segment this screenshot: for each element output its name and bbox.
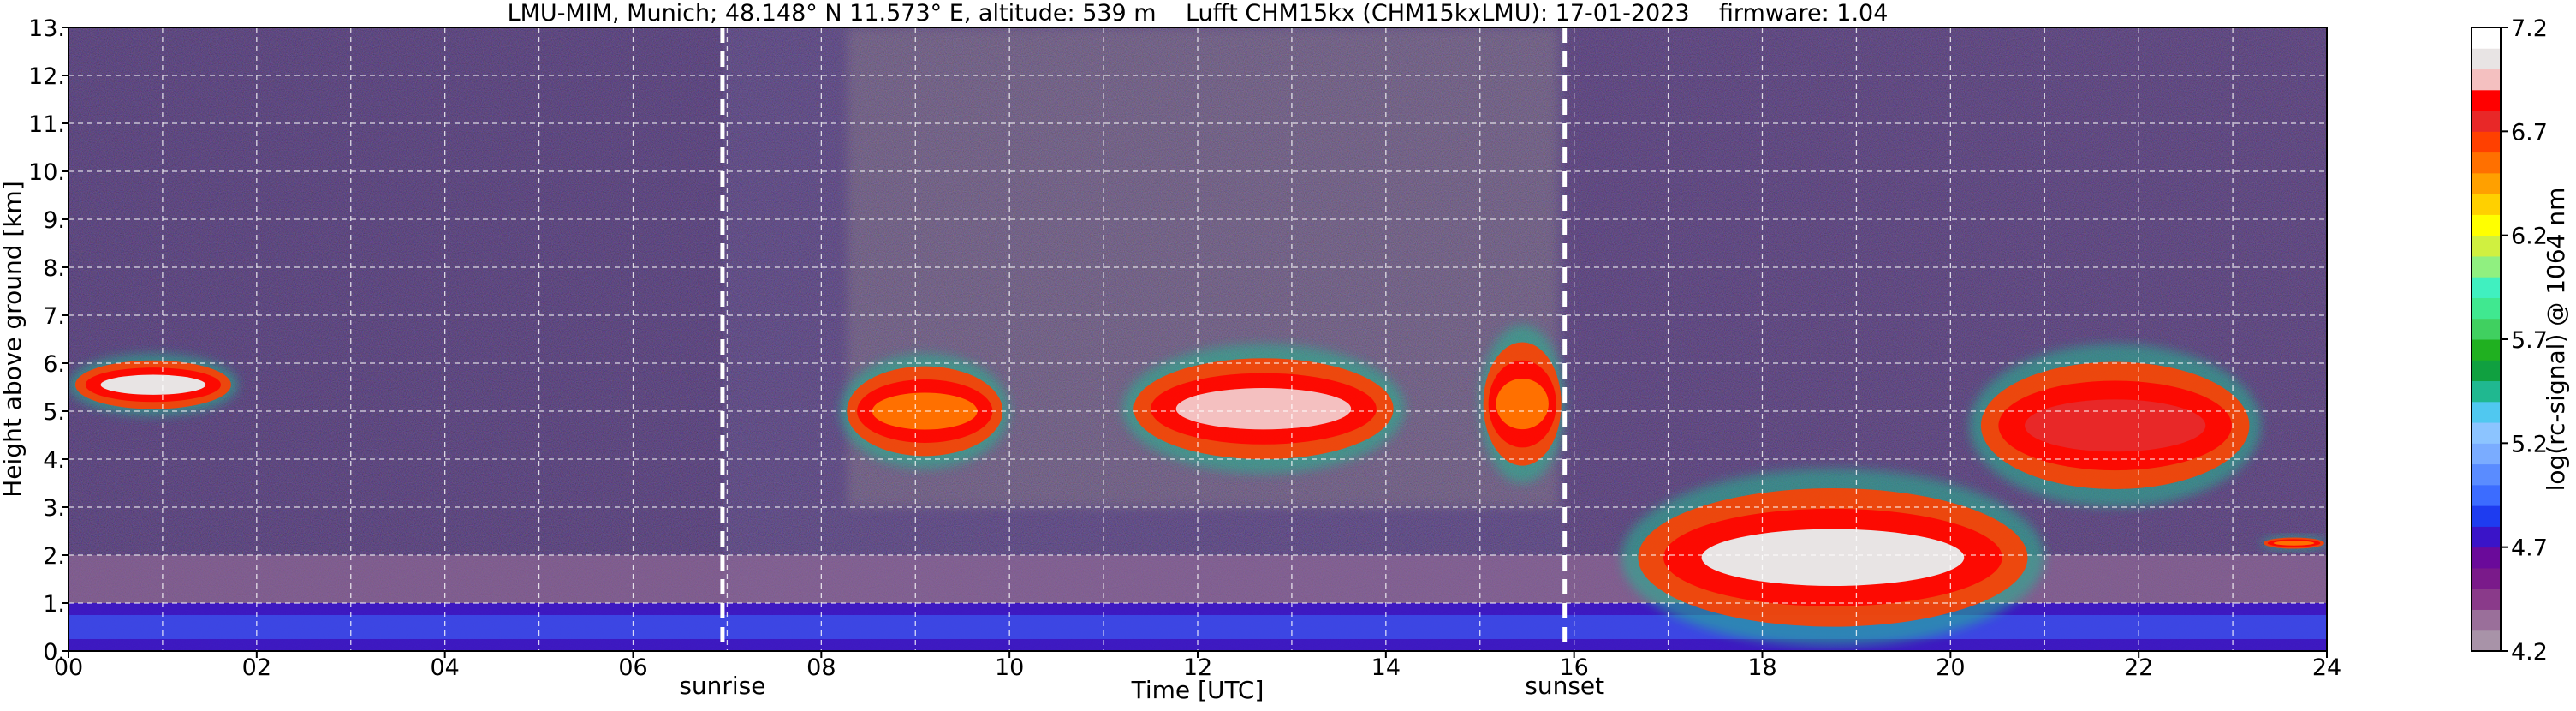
colorbar-segment bbox=[2472, 401, 2501, 423]
x-tick-label: 18 bbox=[1747, 654, 1776, 681]
y-axis: 0. 1. 2. 3. 4. 5. 6. 7. 8. 9. 10. 11. 12. 13. bbox=[28, 15, 68, 666]
x-tick-label: 00 bbox=[54, 654, 83, 681]
colorbar-segment bbox=[2472, 297, 2501, 320]
region-cloud-3 bbox=[840, 353, 1010, 469]
colorbar-segment bbox=[2472, 89, 2501, 111]
x-tick-label: 14 bbox=[1371, 654, 1401, 681]
colorbar-segment bbox=[2472, 630, 2501, 652]
y-tick-label: 2. bbox=[43, 543, 65, 570]
region-cloud-2 bbox=[68, 353, 238, 416]
y-tick-label: 4. bbox=[43, 447, 65, 474]
colorbar-segment bbox=[2472, 463, 2501, 486]
colorbar-tick-label: 7.2 bbox=[2511, 15, 2548, 42]
colorbar-segment bbox=[2472, 235, 2501, 257]
x-tick-label: 16 bbox=[1559, 654, 1588, 681]
y-tick-label: 6. bbox=[43, 351, 65, 378]
sunrise-label: sunrise bbox=[679, 672, 765, 700]
colorbar-segment bbox=[2472, 360, 2501, 382]
x-tick-label: 22 bbox=[2124, 654, 2153, 681]
y-tick-label: 3. bbox=[43, 495, 65, 522]
x-tick-label: 12 bbox=[1183, 654, 1212, 681]
colorbar: 4.2 4.7 5.2 5.7 6.2 6.7 7.2 bbox=[2471, 15, 2548, 666]
colorbar-tick-label: 4.7 bbox=[2511, 535, 2548, 562]
colorbar-segment bbox=[2472, 48, 2501, 70]
y-tick-label: 8. bbox=[43, 255, 65, 282]
x-tick-label: 04 bbox=[430, 654, 459, 681]
x-axis: 00 02 04 06 08 10 12 14 16 18 20 22 24 bbox=[54, 651, 2341, 681]
region-cloud-7 bbox=[1969, 344, 2262, 507]
x-tick-label: 08 bbox=[806, 654, 836, 681]
x-tick-label: 20 bbox=[1936, 654, 1965, 681]
colorbar-segment bbox=[2472, 484, 2501, 506]
colorbar-segment bbox=[2472, 380, 2501, 403]
colorbar-segment bbox=[2472, 589, 2501, 610]
colorbar-segment bbox=[2472, 255, 2501, 278]
colorbar-label: log(rc-signal) @ 1064 nm bbox=[2542, 188, 2570, 492]
colorbar-segment bbox=[2472, 567, 2501, 589]
marker-lines: sunrise sunset bbox=[679, 27, 1604, 700]
colorbar-segment bbox=[2472, 609, 2501, 631]
x-tick-label: 10 bbox=[995, 654, 1024, 681]
colorbar-segment bbox=[2472, 505, 2501, 527]
colorbar-segment bbox=[2472, 547, 2501, 569]
colorbar-segment bbox=[2472, 194, 2501, 215]
colorbar-segment bbox=[2472, 422, 2501, 444]
y-tick-label: 12. bbox=[28, 63, 65, 90]
y-tick-label: 11. bbox=[28, 111, 65, 138]
colorbar-segment bbox=[2472, 339, 2501, 361]
colorbar-segment bbox=[2472, 172, 2501, 194]
colorbar-segment bbox=[2472, 131, 2501, 153]
colorbar-segment bbox=[2472, 27, 2501, 49]
region-cloud-8 bbox=[2261, 535, 2327, 551]
colorbar-segment bbox=[2472, 214, 2501, 236]
y-tick-label: 5. bbox=[43, 399, 65, 426]
y-tick-label: 7. bbox=[43, 303, 65, 330]
colorbar-tick-label: 4.2 bbox=[2511, 639, 2548, 666]
colorbar-tick-label: 5.7 bbox=[2511, 327, 2548, 354]
colorbar-tick-label: 5.2 bbox=[2511, 431, 2548, 457]
x-tick-label: 06 bbox=[618, 654, 647, 681]
y-tick-label: 10. bbox=[28, 159, 65, 186]
colorbar-segment bbox=[2472, 277, 2501, 298]
x-axis-label: Time [UTC] bbox=[1131, 676, 1264, 704]
y-tick-label: 9. bbox=[43, 207, 65, 234]
y-axis-label: Height above ground [km] bbox=[0, 181, 27, 498]
sunset-label: sunset bbox=[1525, 672, 1604, 700]
colorbar-segment bbox=[2472, 526, 2501, 548]
region-cloud-5 bbox=[1479, 325, 1565, 483]
x-tick-label: 02 bbox=[242, 654, 271, 681]
colorbar-segment bbox=[2472, 111, 2501, 132]
region-cloud-6 bbox=[1621, 469, 2045, 647]
y-tick-label: 1. bbox=[43, 591, 65, 618]
colorbar-segment bbox=[2472, 443, 2501, 465]
colorbar-segment bbox=[2472, 318, 2501, 340]
y-tick-label: 0. bbox=[43, 639, 65, 666]
y-tick-label: 13. bbox=[28, 15, 65, 42]
colorbar-tick-label: 6.7 bbox=[2511, 119, 2548, 146]
colorbar-tick-label: 6.2 bbox=[2511, 224, 2548, 250]
colorbar-segment bbox=[2472, 69, 2501, 91]
x-tick-label: 24 bbox=[2312, 654, 2341, 681]
region-cloud-4 bbox=[1122, 344, 1405, 474]
chart-title: LMU-MIM, Munich; 48.148° N 11.573° E, al… bbox=[508, 0, 1889, 27]
colorbar-segment bbox=[2472, 152, 2501, 174]
